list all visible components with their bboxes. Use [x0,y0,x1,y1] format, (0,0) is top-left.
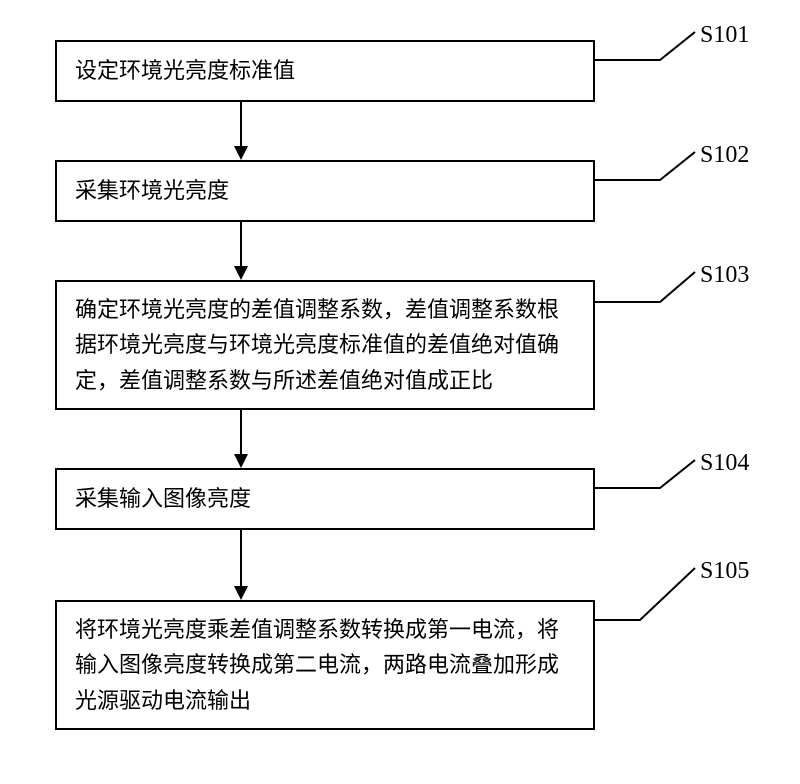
flowchart-container: 设定环境光亮度标准值 S101 采集环境光亮度 S102 确定环境光亮度的差值调… [0,0,800,784]
callout-lines [0,0,800,784]
